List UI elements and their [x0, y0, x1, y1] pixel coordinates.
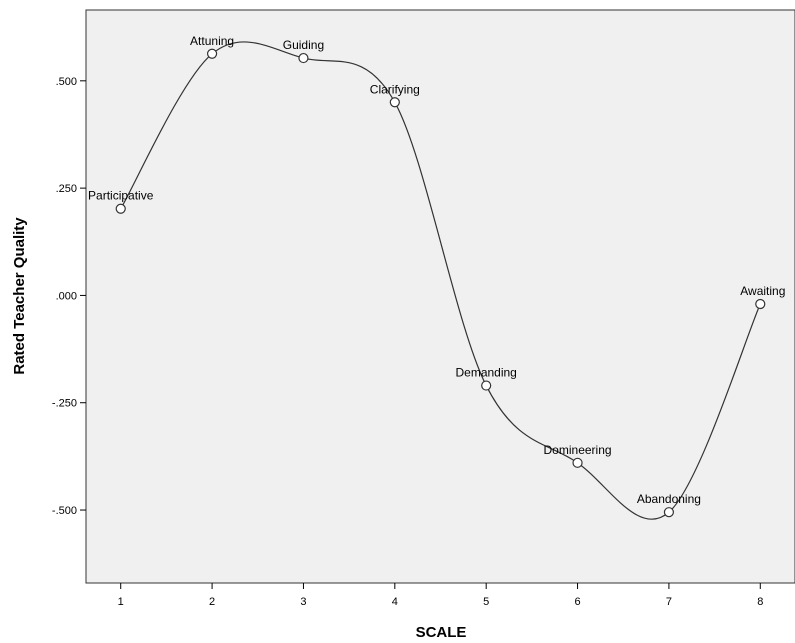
- y-axis-ticks: .500 .250 .000 -.250 -.500: [52, 76, 86, 517]
- data-point-marker: [663, 507, 675, 518]
- y-tick-label: .500: [56, 76, 77, 88]
- data-point-marker: [572, 457, 583, 468]
- point-label: Attuning: [190, 34, 234, 48]
- point-label: Guiding: [283, 38, 324, 52]
- y-tick-label: -.250: [52, 398, 77, 410]
- point-label: Domineering: [544, 443, 612, 457]
- data-point-marker: [481, 380, 492, 391]
- point-label: Demanding: [455, 366, 516, 380]
- data-point-marker: [389, 97, 400, 108]
- y-tick-label: -.500: [52, 505, 77, 517]
- x-tick-label: 2: [209, 596, 215, 608]
- point-labels: Participative Attuning Guiding Clarifying De…: [88, 34, 785, 506]
- x-tick-label: 1: [118, 596, 124, 608]
- y-axis-title: Rated Teacher Quality: [11, 217, 28, 375]
- plot-area: [85, 9, 795, 584]
- x-tick-label: 6: [574, 596, 580, 608]
- x-tick-label: 4: [392, 596, 398, 608]
- data-point-marker: [755, 298, 766, 310]
- point-label: Awaiting: [740, 284, 785, 298]
- x-axis-title: SCALE: [416, 624, 467, 641]
- point-label: Abandoning: [637, 492, 701, 506]
- data-markers: [115, 48, 766, 518]
- point-label: Clarifying: [370, 82, 420, 96]
- data-point-marker: [206, 48, 218, 59]
- x-tick-label: 8: [757, 596, 763, 608]
- y-tick-label: .000: [56, 290, 77, 302]
- data-point-marker: [115, 203, 126, 214]
- data-point-marker: [298, 52, 309, 64]
- x-tick-label: 7: [666, 596, 672, 608]
- x-axis-ticks: 1 2 3 4 5 6 7 8: [118, 583, 763, 608]
- x-tick-label: 3: [300, 596, 306, 608]
- point-label: Participative: [88, 189, 154, 203]
- y-tick-label: .250: [56, 183, 77, 195]
- x-tick-label: 5: [483, 596, 489, 608]
